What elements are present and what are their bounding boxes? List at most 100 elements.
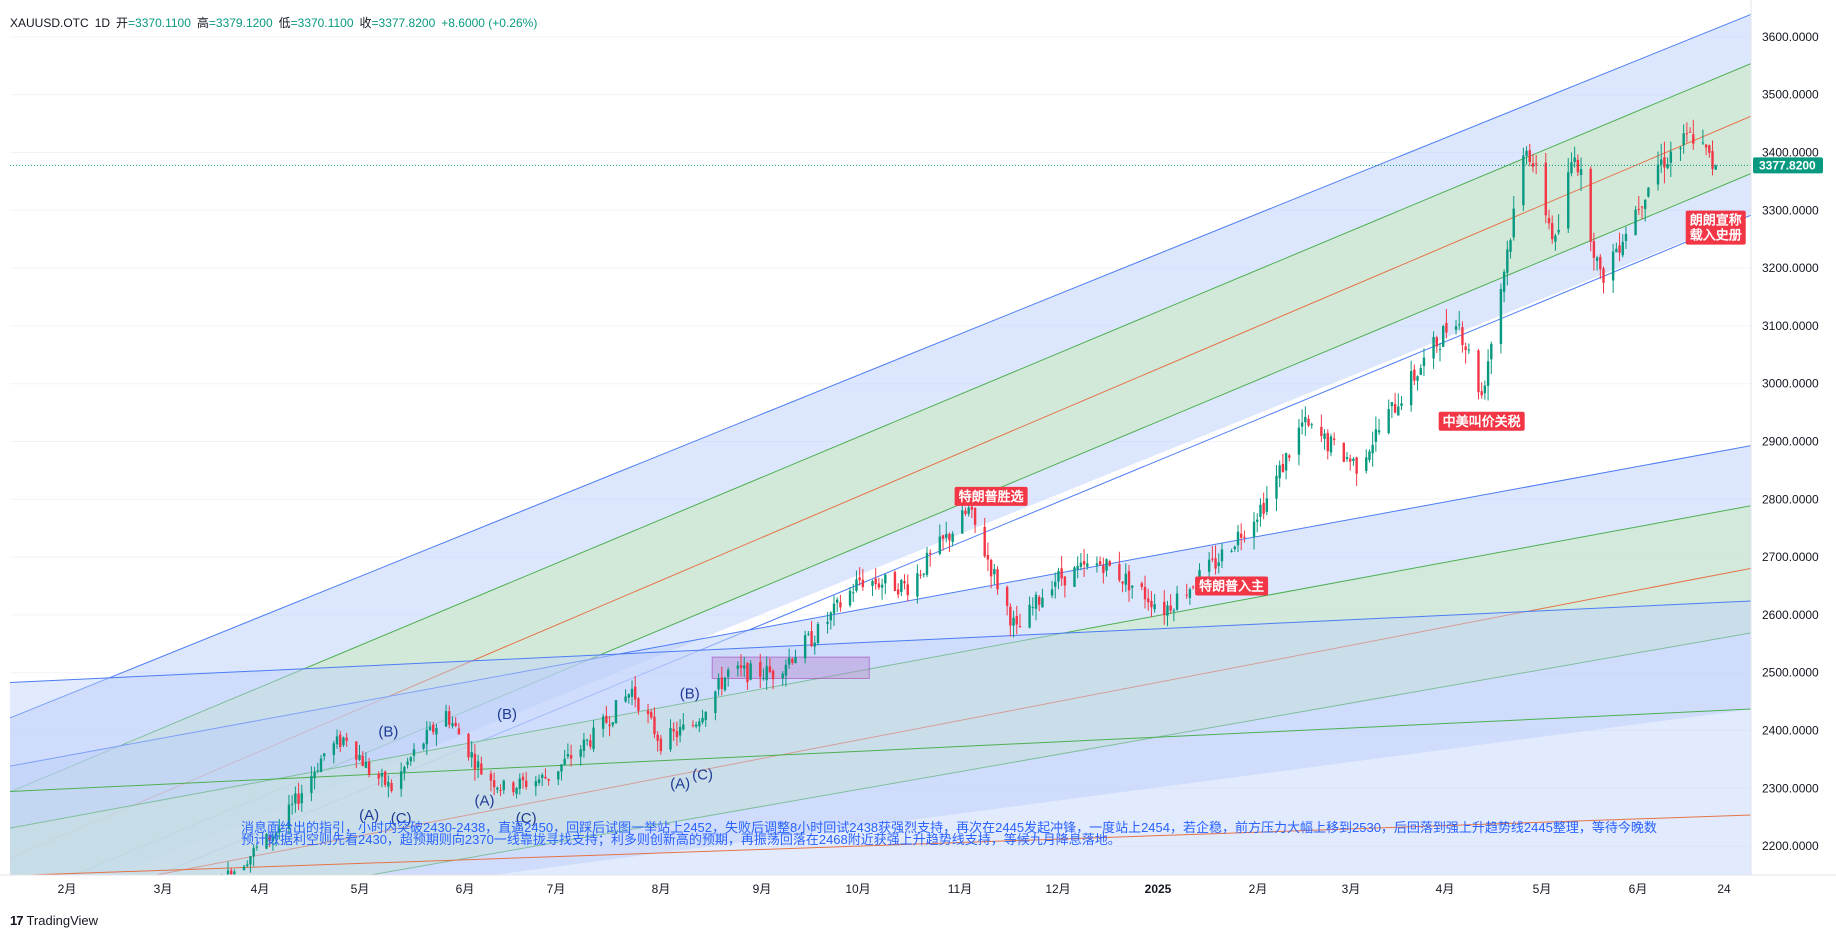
wave-label[interactable]: (A) xyxy=(670,775,690,792)
candle[interactable] xyxy=(137,920,139,939)
candle[interactable] xyxy=(1031,597,1034,616)
candle[interactable] xyxy=(403,765,406,781)
candle[interactable] xyxy=(653,707,656,739)
candle[interactable] xyxy=(989,558,993,589)
candle[interactable] xyxy=(1368,449,1371,463)
candle[interactable] xyxy=(1332,432,1336,446)
candle[interactable] xyxy=(1185,583,1188,599)
candle[interactable] xyxy=(1259,498,1262,527)
candle[interactable] xyxy=(1108,559,1111,567)
candle[interactable] xyxy=(185,908,187,928)
candle[interactable] xyxy=(1589,166,1592,252)
candle[interactable] xyxy=(541,772,544,787)
candle[interactable] xyxy=(803,630,807,664)
candle[interactable] xyxy=(544,768,547,780)
candle[interactable] xyxy=(1714,164,1717,170)
candle[interactable] xyxy=(637,696,640,715)
wave-label[interactable]: (C) xyxy=(391,810,412,827)
candle[interactable] xyxy=(1557,214,1560,235)
candle[interactable] xyxy=(1240,523,1243,551)
candle[interactable] xyxy=(634,675,637,708)
candle[interactable] xyxy=(1525,146,1528,165)
candle[interactable] xyxy=(759,653,762,689)
candle[interactable] xyxy=(1150,591,1153,618)
candle[interactable] xyxy=(1118,551,1121,583)
candle[interactable] xyxy=(589,734,592,750)
candle[interactable] xyxy=(727,667,730,687)
candle[interactable] xyxy=(983,517,986,558)
candle[interactable] xyxy=(1477,348,1480,400)
candle[interactable] xyxy=(1105,558,1108,577)
candle[interactable] xyxy=(1544,152,1548,224)
candle[interactable] xyxy=(826,611,829,634)
candle[interactable] xyxy=(156,923,158,929)
candle[interactable] xyxy=(412,743,416,762)
candle[interactable] xyxy=(1365,449,1368,474)
candle[interactable] xyxy=(1086,553,1089,570)
candle[interactable] xyxy=(1073,566,1076,588)
channel-2-inner-lower-line[interactable] xyxy=(0,618,1836,939)
candle[interactable] xyxy=(1647,186,1650,198)
candle[interactable] xyxy=(1275,465,1278,512)
candle[interactable] xyxy=(121,924,123,939)
candle[interactable] xyxy=(993,564,996,585)
candle[interactable] xyxy=(1643,199,1647,222)
candle[interactable] xyxy=(749,660,752,681)
candle[interactable] xyxy=(675,721,679,746)
channel-1-upper-line[interactable] xyxy=(0,0,1836,722)
candle[interactable] xyxy=(515,786,518,799)
candle[interactable] xyxy=(836,597,839,613)
candle[interactable] xyxy=(919,569,922,579)
candle[interactable] xyxy=(1595,255,1599,271)
candle[interactable] xyxy=(1217,553,1220,574)
candle[interactable] xyxy=(646,703,650,724)
candle[interactable] xyxy=(852,584,855,602)
wave-label[interactable]: (B) xyxy=(378,723,398,740)
candle[interactable] xyxy=(717,673,720,696)
candle[interactable] xyxy=(1637,196,1640,215)
candle[interactable] xyxy=(986,542,990,572)
candle[interactable] xyxy=(201,897,203,913)
candle[interactable] xyxy=(1143,575,1147,609)
candle[interactable] xyxy=(1063,576,1067,598)
candle[interactable] xyxy=(650,709,653,720)
candle[interactable] xyxy=(118,931,120,939)
candle[interactable] xyxy=(874,568,877,590)
candle[interactable] xyxy=(444,704,448,728)
candle[interactable] xyxy=(1345,451,1349,462)
candle[interactable] xyxy=(1102,557,1105,584)
candle[interactable] xyxy=(274,831,278,847)
candle[interactable] xyxy=(1278,460,1281,488)
candle[interactable] xyxy=(794,649,797,664)
candle[interactable] xyxy=(383,770,387,788)
event-annotation[interactable]: 中美叫价关税 xyxy=(1438,411,1525,431)
candle[interactable] xyxy=(1615,242,1618,253)
candle[interactable] xyxy=(230,867,233,885)
candle[interactable] xyxy=(204,887,206,908)
candle[interactable] xyxy=(399,762,403,797)
candle[interactable] xyxy=(1390,402,1394,419)
candle[interactable] xyxy=(880,578,884,600)
candle[interactable] xyxy=(1371,431,1374,467)
candle[interactable] xyxy=(115,934,117,939)
candle[interactable] xyxy=(287,794,291,834)
candle[interactable] xyxy=(784,659,788,687)
candle[interactable] xyxy=(1166,600,1169,627)
candle[interactable] xyxy=(224,877,226,887)
candle[interactable] xyxy=(1688,127,1692,133)
candle[interactable] xyxy=(1509,238,1512,259)
candle[interactable] xyxy=(1611,243,1615,293)
candle[interactable] xyxy=(1310,422,1313,429)
candle[interactable] xyxy=(1602,266,1605,294)
candle[interactable] xyxy=(361,751,364,767)
candle[interactable] xyxy=(1393,392,1397,414)
candle[interactable] xyxy=(605,705,608,724)
candle[interactable] xyxy=(1409,360,1413,412)
candle[interactable] xyxy=(1502,269,1506,303)
candle[interactable] xyxy=(265,833,268,850)
candle[interactable] xyxy=(448,705,451,729)
candle[interactable] xyxy=(791,657,794,665)
candle[interactable] xyxy=(473,744,477,781)
